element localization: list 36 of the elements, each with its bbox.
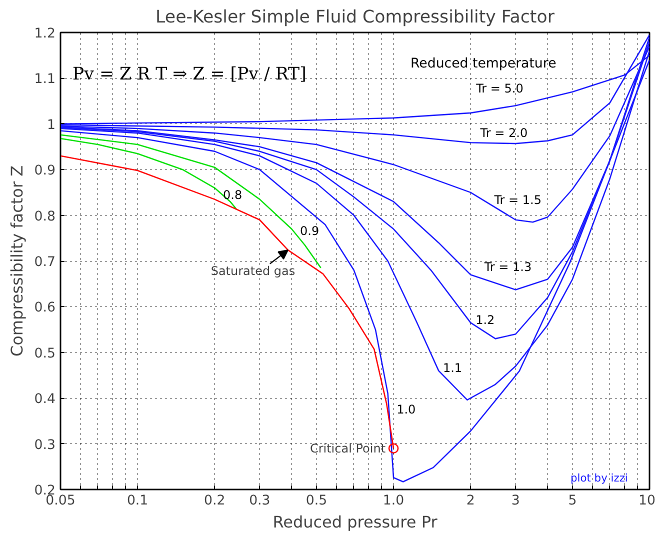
x-tick-label: 0.2: [204, 494, 226, 508]
annotation: Critical Point: [310, 441, 386, 456]
y-tick-label: 1.2: [34, 26, 56, 42]
y-tick-label: 1: [47, 118, 56, 133]
y-axis-title: Compressibility factor Z: [7, 165, 26, 357]
annotation: Pv = Z R T ⇒ Z = [Pv / RT]: [72, 64, 306, 84]
y-tick-label: 0.6: [34, 300, 56, 316]
y-tick-label: 0.7: [34, 255, 56, 270]
x-tick-label: 10: [638, 494, 655, 508]
x-tick-label: 5: [568, 494, 577, 508]
series-label: 0.9: [300, 224, 320, 238]
y-tick-label: 0.8: [34, 209, 56, 224]
x-axis-title: Reduced pressure Pr: [272, 512, 438, 532]
x-tick-label: 1.0: [382, 494, 404, 508]
series-label: Tr = 1.3: [483, 260, 532, 274]
chart-title: Lee-Kesler Simple Fluid Compressibility Factor: [156, 8, 556, 28]
x-tick-label: 3: [511, 494, 520, 508]
x-tick-label: 0.1: [126, 494, 148, 508]
series-label: 1.0: [396, 402, 416, 417]
annotation: Saturated gas: [210, 264, 296, 278]
series-label: Tr = 2.0: [479, 126, 528, 140]
y-tick-label: 1.1: [34, 72, 56, 88]
series-label: Tr = 5.0: [475, 81, 524, 96]
series-label: 1.1: [442, 360, 462, 375]
x-tick-label: 2: [466, 494, 475, 508]
x-tick-label: 0.5: [306, 494, 328, 508]
series-label: 1.2: [476, 312, 495, 327]
x-tick-label: 0.3: [249, 494, 270, 508]
annotation: Reduced temperature: [410, 56, 556, 72]
y-tick-label: 0.4: [34, 392, 56, 408]
y-tick-label: 0.9: [34, 164, 56, 179]
series-label: Tr = 1.5: [493, 193, 542, 208]
annotation: plot by izzi: [570, 472, 628, 484]
y-tick-label: 0.3: [34, 438, 56, 453]
series-label: 0.8: [222, 188, 242, 202]
y-tick-label: 0.5: [34, 346, 56, 362]
